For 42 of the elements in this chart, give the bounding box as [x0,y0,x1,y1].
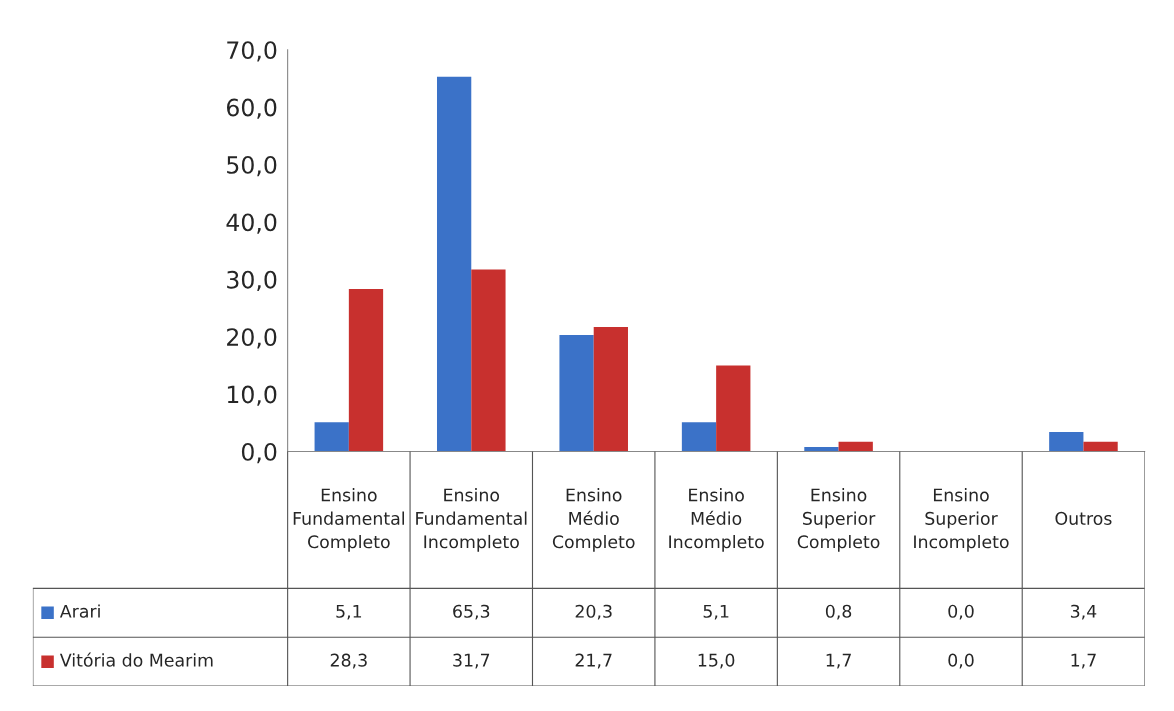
bar [1083,441,1118,452]
bar [1049,431,1084,452]
text: 65,3 [453,604,490,620]
x-tick-label: Ensino Fundamental Incompleto [416,488,527,552]
text: 3,4 [1070,604,1097,620]
text: 0,8 [825,604,852,620]
x-tick-label: Ensino Médio Incompleto [669,488,764,552]
text: 1,7 [826,653,851,669]
bar [471,269,506,452]
bar [348,289,384,452]
bar [593,326,628,452]
text: 31,7 [453,653,490,669]
bar [314,422,349,452]
text: 21,7 [575,653,612,669]
y-tick-label: 50,0 [227,155,277,177]
text: 5,1 [703,604,729,620]
text: 15,0 [698,653,735,669]
bar [716,365,751,452]
legend-label: Arari [59,604,100,618]
bar [559,334,594,452]
y-tick-label: 20,0 [227,328,277,349]
y-tick-label: 40,0 [226,213,277,234]
text: 28,3 [330,653,367,669]
text: 5,1 [336,604,362,620]
text: 0,0 [948,604,974,620]
x-tick-label: Outros [1055,511,1112,525]
bar [437,76,472,452]
x-tick-label: Ensino Fundamental Completo [293,488,404,552]
text: 0,0 [948,653,974,669]
y-tick-label: 10,0 [227,385,277,406]
text: 20,3 [575,604,612,620]
y-tick-label: 30,0 [227,270,277,292]
x-tick-label: Ensino Médio Completo [552,488,635,552]
bar [838,441,873,452]
bar [681,422,717,452]
x-tick-label: Ensino Superior Incompleto [914,488,1009,552]
text: 1,7 [1071,653,1096,669]
y-tick-label: 0,0 [241,442,277,464]
x-tick-label: Ensino Superior Completo [797,488,880,552]
y-tick-label: 60,0 [226,98,277,119]
y-tick-label: 70,0 [227,41,277,62]
legend-label: Vitória do Mearim [59,652,213,667]
